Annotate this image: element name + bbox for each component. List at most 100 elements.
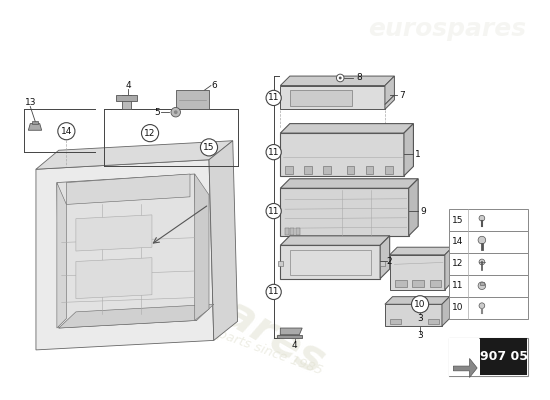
Polygon shape xyxy=(366,166,373,174)
Polygon shape xyxy=(385,297,449,304)
Circle shape xyxy=(266,144,281,160)
Text: 11: 11 xyxy=(268,288,279,296)
Polygon shape xyxy=(409,179,418,236)
Circle shape xyxy=(479,259,485,265)
Polygon shape xyxy=(404,124,414,176)
Circle shape xyxy=(266,284,281,300)
Text: 8: 8 xyxy=(356,74,362,82)
Text: 2: 2 xyxy=(387,257,393,266)
Polygon shape xyxy=(445,247,453,290)
Polygon shape xyxy=(480,282,484,285)
Text: 1: 1 xyxy=(415,150,421,158)
Polygon shape xyxy=(347,166,355,174)
Text: 11: 11 xyxy=(268,94,279,102)
Text: 907 05: 907 05 xyxy=(480,350,528,363)
Polygon shape xyxy=(36,141,233,169)
Polygon shape xyxy=(122,95,131,109)
Circle shape xyxy=(411,296,428,313)
Polygon shape xyxy=(449,231,527,253)
Polygon shape xyxy=(285,166,293,174)
Text: 3: 3 xyxy=(417,331,423,340)
Polygon shape xyxy=(285,228,289,235)
Polygon shape xyxy=(280,328,302,335)
Polygon shape xyxy=(389,318,401,324)
Polygon shape xyxy=(116,95,137,101)
Circle shape xyxy=(200,139,218,156)
Text: 14: 14 xyxy=(453,238,464,246)
Polygon shape xyxy=(280,86,385,109)
Text: 15: 15 xyxy=(204,143,214,152)
Polygon shape xyxy=(395,280,407,287)
Polygon shape xyxy=(385,166,393,174)
Polygon shape xyxy=(449,297,527,318)
Polygon shape xyxy=(29,124,42,130)
Polygon shape xyxy=(76,215,152,251)
Text: 4: 4 xyxy=(125,81,131,90)
Text: 13: 13 xyxy=(25,98,36,107)
Polygon shape xyxy=(449,253,527,275)
Text: 11: 11 xyxy=(268,206,279,216)
Circle shape xyxy=(479,303,485,308)
Circle shape xyxy=(339,76,342,79)
Circle shape xyxy=(174,110,178,114)
Text: 10: 10 xyxy=(414,300,426,309)
Polygon shape xyxy=(449,275,527,297)
Polygon shape xyxy=(280,76,394,86)
Polygon shape xyxy=(449,338,527,376)
Polygon shape xyxy=(57,182,67,328)
Circle shape xyxy=(58,123,75,140)
Polygon shape xyxy=(290,90,351,106)
Polygon shape xyxy=(290,228,294,235)
Polygon shape xyxy=(280,179,418,188)
Polygon shape xyxy=(304,166,312,174)
Polygon shape xyxy=(57,174,197,328)
Polygon shape xyxy=(449,209,527,231)
Polygon shape xyxy=(380,236,389,278)
Polygon shape xyxy=(453,358,477,378)
Text: eurospares: eurospares xyxy=(67,206,332,384)
Polygon shape xyxy=(323,166,331,174)
Text: 10: 10 xyxy=(452,303,464,312)
Polygon shape xyxy=(76,258,152,298)
Polygon shape xyxy=(280,188,409,236)
Polygon shape xyxy=(278,262,283,266)
Circle shape xyxy=(171,108,180,117)
Polygon shape xyxy=(280,133,404,176)
Text: 12: 12 xyxy=(144,129,156,138)
Polygon shape xyxy=(389,255,445,290)
Polygon shape xyxy=(280,124,414,133)
Circle shape xyxy=(141,124,158,142)
Polygon shape xyxy=(385,76,394,104)
Text: a passion for parts since 1985: a passion for parts since 1985 xyxy=(132,297,324,378)
Circle shape xyxy=(266,90,281,106)
Polygon shape xyxy=(296,228,300,235)
Text: 9: 9 xyxy=(420,206,426,216)
Polygon shape xyxy=(480,338,526,375)
Polygon shape xyxy=(380,262,385,266)
Polygon shape xyxy=(277,335,302,338)
Circle shape xyxy=(337,74,344,82)
Circle shape xyxy=(478,236,486,244)
Text: eurospares: eurospares xyxy=(367,16,526,40)
Text: 6: 6 xyxy=(211,81,217,90)
Polygon shape xyxy=(280,245,380,278)
Polygon shape xyxy=(36,160,214,350)
Text: 11: 11 xyxy=(452,281,464,290)
Polygon shape xyxy=(67,174,190,204)
Polygon shape xyxy=(32,121,38,124)
Text: 12: 12 xyxy=(453,259,464,268)
Text: 15: 15 xyxy=(452,216,464,225)
Polygon shape xyxy=(175,90,209,109)
Text: 14: 14 xyxy=(60,127,72,136)
Polygon shape xyxy=(209,141,238,340)
Circle shape xyxy=(478,282,486,290)
Text: 11: 11 xyxy=(268,148,279,157)
Text: 5: 5 xyxy=(154,108,160,117)
Text: 3: 3 xyxy=(417,314,423,323)
Circle shape xyxy=(266,204,281,219)
Polygon shape xyxy=(195,174,209,320)
Polygon shape xyxy=(280,236,389,245)
Text: 7: 7 xyxy=(399,90,405,100)
Polygon shape xyxy=(428,318,439,324)
Circle shape xyxy=(479,215,485,221)
